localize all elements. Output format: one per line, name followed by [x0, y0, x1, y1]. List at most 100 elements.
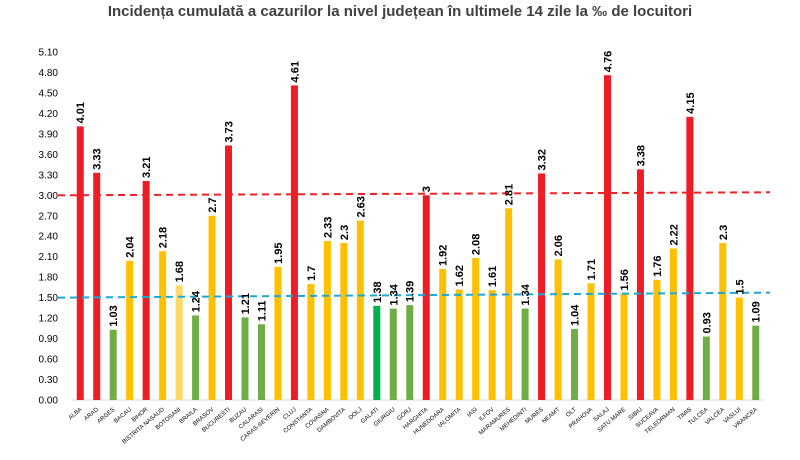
bar: [109, 329, 117, 400]
value-label: 2.7: [207, 197, 219, 212]
bar: [126, 260, 134, 400]
bar: [373, 305, 381, 400]
bar: [719, 243, 727, 400]
bar: [636, 169, 644, 400]
bar: [274, 266, 282, 400]
reference-lines: [57, 191, 771, 299]
bar: [603, 75, 611, 400]
bar: [225, 145, 233, 400]
value-label: 2.81: [504, 184, 516, 205]
bar: [752, 325, 760, 400]
bar: [175, 285, 183, 400]
category-label: IASI: [466, 407, 479, 419]
bar: [257, 324, 265, 400]
bar: [192, 315, 200, 400]
y-tick-label: 3.30: [39, 170, 59, 181]
y-tick-label: 3.60: [39, 150, 59, 161]
bars: [76, 75, 760, 401]
value-label: 1.68: [174, 261, 186, 282]
value-label: 4.15: [685, 92, 697, 113]
reference-line: [57, 191, 771, 197]
value-label: 4.01: [75, 102, 87, 123]
bar: [422, 195, 430, 400]
reference-line: [57, 291, 771, 299]
bar: [521, 308, 529, 400]
bar: [340, 243, 348, 400]
category-label: BACAU: [113, 407, 133, 425]
value-label: 3.21: [141, 157, 153, 178]
bar: [93, 172, 101, 400]
value-label: 1.61: [487, 266, 499, 287]
bar: [208, 215, 216, 400]
y-tick-label: 1.20: [39, 314, 59, 325]
value-label: 1.24: [191, 290, 203, 312]
value-label: 1.92: [438, 245, 450, 266]
y-tick-label: 3.90: [39, 129, 59, 140]
bar: [241, 317, 249, 400]
bar: [669, 248, 677, 400]
value-label: 0.93: [701, 312, 713, 333]
value-label: 2.3: [339, 225, 351, 240]
value-label: 1.09: [751, 301, 763, 322]
y-axis: 0.000.300.600.901.201.501.802.102.402.70…: [39, 48, 764, 407]
value-label: 1.5: [734, 279, 746, 294]
y-tick-label: 0.30: [39, 375, 59, 386]
value-label: 1.21: [240, 293, 252, 314]
value-label: 2.08: [471, 234, 483, 255]
value-label: 3.32: [537, 149, 549, 170]
value-label: 1.76: [652, 255, 664, 276]
bar: [587, 283, 595, 400]
bar: [488, 290, 496, 400]
bar: [290, 85, 298, 400]
category-label: OLT: [565, 407, 578, 419]
value-label: 1.56: [619, 269, 631, 290]
value-label: 2.04: [125, 236, 137, 258]
category-label: NEAMT: [541, 407, 561, 425]
value-label: 1.38: [372, 281, 384, 302]
value-label: 1.7: [306, 266, 318, 281]
bar: [439, 268, 447, 400]
value-label: 1.95: [273, 243, 285, 264]
y-tick-label: 4.20: [39, 109, 59, 120]
y-tick-label: 1.50: [39, 293, 59, 304]
category-label: TELEORMAN: [644, 407, 676, 436]
value-label: 2.22: [668, 224, 680, 245]
value-label: 1.03: [108, 305, 120, 326]
value-label: 2.33: [322, 217, 334, 238]
value-label: 1.11: [256, 300, 268, 321]
bar: [323, 241, 331, 400]
bar: [307, 284, 315, 400]
value-label: 2.3: [718, 225, 730, 240]
bar: [159, 251, 167, 400]
category-label: ARGES: [97, 407, 117, 425]
bar: [571, 329, 579, 400]
y-tick-label: 2.70: [39, 211, 59, 222]
y-tick-label: 1.80: [39, 273, 59, 284]
y-tick-label: 4.80: [39, 68, 59, 79]
y-tick-label: 0.00: [39, 396, 59, 407]
bar: [686, 116, 694, 400]
y-tick-label: 4.50: [39, 88, 59, 99]
bar: [389, 308, 397, 400]
value-label: 4.76: [602, 51, 614, 72]
y-tick-label: 0.60: [39, 355, 59, 366]
bar: [702, 336, 710, 400]
bar: [735, 297, 743, 400]
bar: [538, 173, 546, 400]
value-label: 4.61: [289, 61, 301, 82]
bar: [653, 279, 661, 400]
y-tick-label: 5.10: [39, 48, 59, 59]
bar: [554, 259, 562, 400]
bar: [455, 289, 463, 400]
chart-title: Incidența cumulată a cazurilor la nivel …: [107, 3, 693, 20]
value-label: 3.38: [635, 145, 647, 166]
value-label: 1.71: [586, 259, 598, 280]
value-label: 1.34: [388, 283, 400, 305]
y-tick-label: 2.40: [39, 232, 59, 243]
category-label: ALBA: [68, 407, 84, 421]
value-label: 1.62: [454, 265, 466, 286]
bar: [620, 293, 628, 400]
value-label: 1.39: [405, 281, 417, 302]
